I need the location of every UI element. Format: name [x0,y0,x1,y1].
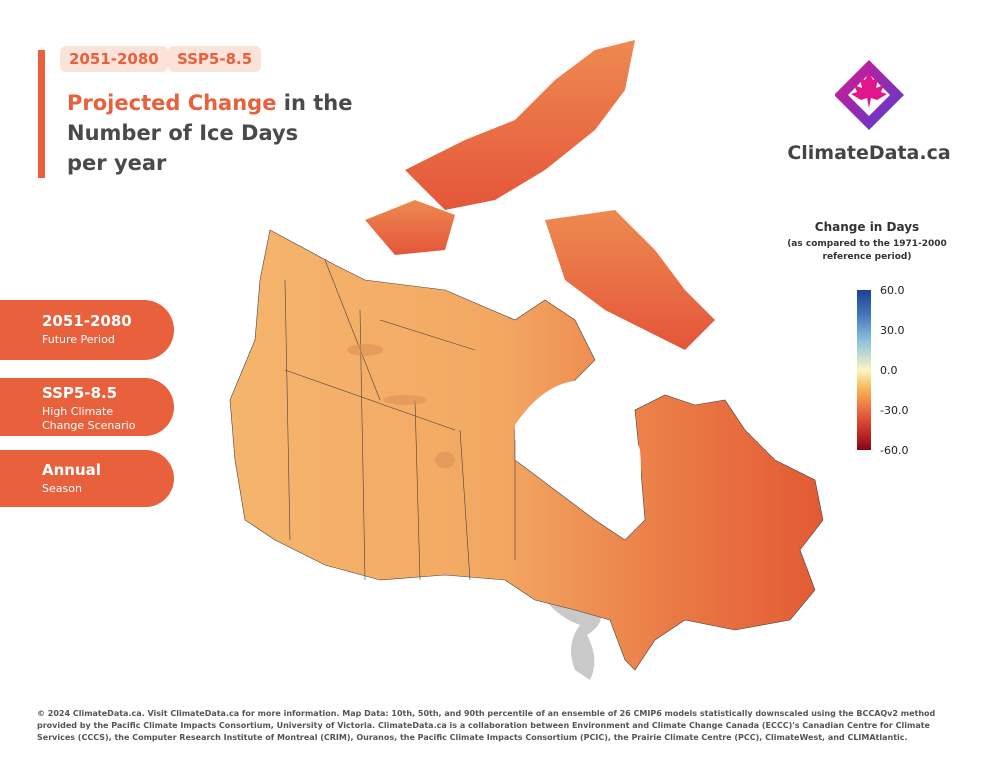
hudson-bay [515,380,641,530]
legend-tick: 30.0 [880,324,905,337]
season-pill-sub: Season [42,482,82,495]
victoria-island [365,200,455,255]
canada-map [229,30,835,680]
period-pill: 2051-2080 Future Period [0,300,174,360]
title-line2: Number of Ice Days [67,121,299,145]
legend-subtitle: (as compared to the 1971-2000 reference … [787,239,947,262]
scenario-pill-main: SSP5-8.5 [42,384,118,402]
period-badge: 2051-2080 [60,46,168,72]
season-pill-main: Annual [42,461,101,479]
scenario-pill-sub: High Climate Change Scenario [42,405,136,432]
title-line3: per year [67,151,167,175]
footer-credits: © 2024 ClimateData.ca. Visit ClimateData… [37,709,936,742]
legend-tick: 0.0 [880,364,898,377]
arctic-islands [405,40,635,210]
baffin-island [545,210,715,350]
title-highlight: Projected Change [67,91,277,115]
mainland [229,229,824,671]
legend-color-bar [857,290,871,450]
maple-leaf-diamond-icon [834,60,904,130]
map-title: Projected Change in the Number of Ice Da… [67,88,367,178]
season-pill: Annual Season [0,450,174,507]
brand-name: ClimateData.ca [787,142,951,164]
title-line1-rest: in the [276,91,353,115]
legend-tick: -60.0 [880,444,909,457]
accent-bar [38,50,45,178]
legend-tick: 60.0 [880,284,905,297]
great-lakes [545,596,601,680]
period-pill-main: 2051-2080 [42,312,132,330]
greenland-gap [815,30,835,100]
scenario-badge: SSP5-8.5 [168,46,262,72]
period-pill-sub: Future Period [42,333,115,346]
legend-tick: -30.0 [880,404,909,417]
scenario-pill: SSP5-8.5 High Climate Change Scenario [0,378,174,436]
legend-title: Change in Days [814,220,920,234]
